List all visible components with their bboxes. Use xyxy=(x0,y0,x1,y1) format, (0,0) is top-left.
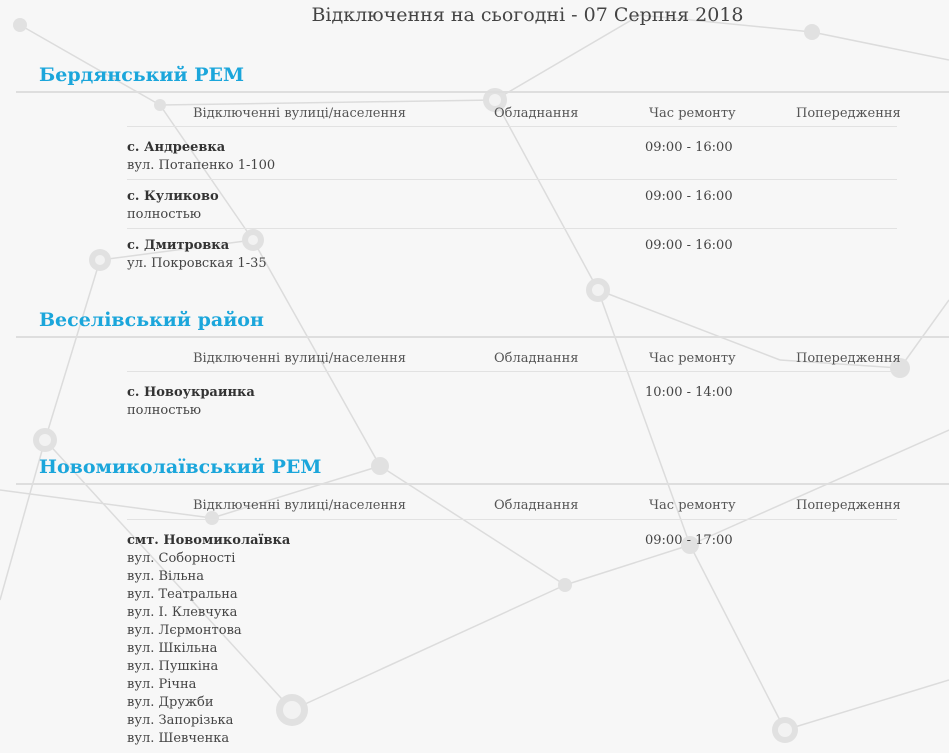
column-header-streets: Відключенні вулиці/населення xyxy=(193,106,406,121)
section-divider xyxy=(16,336,949,338)
row-divider xyxy=(127,179,897,180)
column-header-warnings: Попередження xyxy=(796,498,901,513)
row-divider xyxy=(127,126,897,127)
column-header-streets: Відключенні вулиці/населення xyxy=(193,498,406,513)
location-name: с. Дмитровка xyxy=(127,238,230,253)
section-title-novomykolaivskyi: Новомиколаївський РЕМ xyxy=(39,456,322,478)
street-item: вул. Лєрмонтова xyxy=(127,623,242,638)
column-header-equipment: Обладнання xyxy=(494,106,579,121)
section-title-berdiansk: Бердянський РЕМ xyxy=(39,64,245,86)
street-item: вул. Шкільна xyxy=(127,641,218,656)
section-divider xyxy=(16,483,949,485)
street-item: вул. Соборності xyxy=(127,551,236,566)
repair-time: 09:00 - 16:00 xyxy=(645,189,733,204)
street-item: вул. І. Клевчука xyxy=(127,605,238,620)
row-divider xyxy=(127,228,897,229)
column-header-warnings: Попередження xyxy=(796,106,901,121)
location-name: с. Куликово xyxy=(127,189,219,204)
page-title: Відключення на сьогодні - 07 Серпня 2018 xyxy=(311,4,744,26)
column-header-repair-time: Час ремонту xyxy=(649,498,736,513)
repair-time: 09:00 - 16:00 xyxy=(645,238,733,253)
street-item: вул. Вільна xyxy=(127,569,204,584)
location-detail: ул. Покровская 1-35 xyxy=(127,256,267,271)
street-item: вул. Річна xyxy=(127,677,197,692)
section-title-veselivskyi: Веселівський район xyxy=(39,309,264,331)
street-item: вул. Запорізька xyxy=(127,713,234,728)
column-header-equipment: Обладнання xyxy=(494,498,579,513)
repair-time: 09:00 - 16:00 xyxy=(645,140,733,155)
row-divider xyxy=(127,371,897,372)
location-detail: вул. Потапенко 1-100 xyxy=(127,158,276,173)
repair-time: 10:00 - 14:00 xyxy=(645,385,733,400)
location-name: с. Новоукраинка xyxy=(127,385,255,400)
street-item: вул. Шевченка xyxy=(127,731,230,746)
repair-time: 09:00 - 17:00 xyxy=(645,533,733,548)
column-header-streets: Відключенні вулиці/населення xyxy=(193,351,406,366)
location-name: смт. Новомиколаївка xyxy=(127,533,291,548)
column-header-equipment: Обладнання xyxy=(494,351,579,366)
section-divider xyxy=(16,91,949,93)
street-item: вул. Пушкіна xyxy=(127,659,219,674)
street-item: вул. Театральна xyxy=(127,587,238,602)
street-item: вул. Дружби xyxy=(127,695,214,710)
column-header-warnings: Попередження xyxy=(796,351,901,366)
location-detail: полностью xyxy=(127,207,202,222)
column-header-repair-time: Час ремонту xyxy=(649,351,736,366)
location-name: с. Андреевка xyxy=(127,140,226,155)
row-divider xyxy=(127,519,897,520)
location-detail: полностью xyxy=(127,403,202,418)
column-header-repair-time: Час ремонту xyxy=(649,106,736,121)
